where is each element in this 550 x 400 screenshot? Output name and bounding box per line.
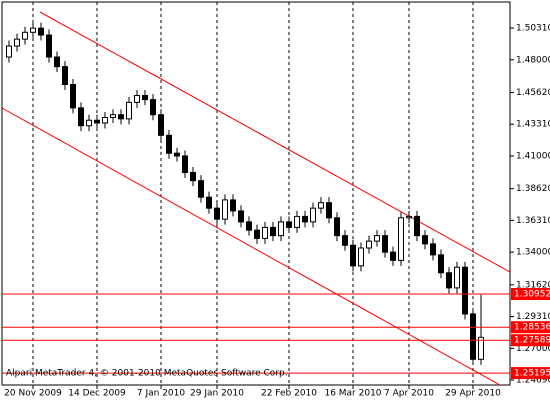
- candle-body: [14, 38, 20, 47]
- x-tick-label: 16 Mar 2010: [324, 389, 381, 399]
- axes: 1.50310 1.48000 1.45620 1.43310 1.41000 1.386…: [4, 24, 550, 399]
- candle-body: [134, 94, 140, 103]
- y-tick-label: 1.24690: [516, 376, 550, 386]
- candle-body: [446, 272, 452, 289]
- candle-body: [382, 235, 388, 253]
- candle-body: [222, 199, 228, 220]
- candle-body: [470, 313, 476, 360]
- candle-body: [142, 94, 148, 101]
- candle-body: [270, 226, 276, 237]
- candle-body: [390, 251, 396, 261]
- candle-body: [22, 31, 28, 40]
- candle-body: [294, 215, 300, 228]
- candle-body: [350, 244, 356, 267]
- candle-body: [454, 266, 460, 289]
- candle-body: [54, 56, 60, 68]
- candle-body: [318, 202, 324, 209]
- level-label-box: [511, 334, 550, 347]
- candle-body: [94, 119, 100, 124]
- candles: [2, 21, 510, 374]
- level-label-box: [511, 321, 550, 334]
- y-tick-label: 1.48000: [516, 55, 550, 65]
- x-tick-label: 29 Apr 2010: [445, 389, 501, 399]
- candle-body: [150, 99, 156, 116]
- candle-body: [422, 235, 428, 245]
- candle-body: [254, 229, 260, 239]
- candle-body: [214, 207, 220, 220]
- candle-body: [182, 155, 188, 173]
- level-label: 1.30952: [514, 290, 550, 300]
- candle-body: [286, 221, 292, 228]
- level-label: 1.27589: [514, 336, 550, 346]
- candle-body: [478, 336, 484, 360]
- candle-body: [46, 34, 52, 58]
- level-label: 1.25195: [514, 369, 550, 379]
- x-tick-label: 7 Jan 2010: [137, 389, 185, 399]
- y-tick-label: 1.29310: [516, 312, 550, 322]
- candle-body: [342, 235, 348, 246]
- candle-body: [238, 210, 244, 223]
- y-tick-label: 1.34000: [516, 248, 550, 258]
- candle-body: [110, 114, 116, 118]
- candle-body: [158, 114, 164, 136]
- level-label-box: [511, 288, 550, 301]
- candle-body: [126, 101, 132, 120]
- candle-body: [414, 215, 420, 237]
- y-tick-label: 1.27000: [516, 344, 550, 354]
- candle-body: [278, 221, 284, 237]
- y-tick-label: 1.45620: [516, 88, 550, 98]
- x-tick-label: 20 Nov 2009: [4, 389, 62, 399]
- candle-body: [30, 27, 36, 33]
- y-tick-label: 1.31620: [516, 280, 550, 290]
- plot-area: [1, 1, 511, 386]
- candle-body: [326, 202, 332, 219]
- candle-body: [398, 217, 404, 261]
- candle-body: [430, 243, 436, 256]
- level-label-box: [511, 367, 550, 380]
- channel-lower: [1, 107, 501, 386]
- candle-body: [262, 226, 268, 239]
- candle-body: [86, 119, 92, 127]
- candle-body: [190, 171, 196, 182]
- y-tick-label: 1.38620: [516, 184, 550, 194]
- candle-body: [70, 84, 76, 109]
- channel-upper: [39, 11, 511, 273]
- candle-body: [166, 134, 172, 154]
- candle-body: [206, 196, 212, 209]
- y-tick-label: 1.36310: [516, 216, 550, 226]
- footer: Alpari MetaTrader 4, © 2001-2010 MetaQuo…: [6, 369, 288, 379]
- candle-body: [246, 221, 252, 231]
- candle-body: [366, 240, 372, 249]
- candle-body: [358, 247, 364, 267]
- x-tick-label: 7 Apr 2010: [384, 389, 434, 399]
- y-tick-label: 1.41000: [516, 151, 550, 161]
- x-tick-label: 22 Feb 2010: [261, 389, 317, 399]
- x-tick-label: 14 Dec 2009: [68, 389, 126, 399]
- candle-body: [334, 217, 340, 237]
- candle-body: [438, 254, 444, 274]
- candle-body: [38, 27, 44, 36]
- candle-body: [118, 114, 124, 120]
- candle-body: [102, 116, 108, 124]
- candle-body: [462, 266, 468, 315]
- candle-body: [406, 215, 412, 219]
- level-label: 1.28536: [514, 323, 550, 333]
- candle-body: [174, 152, 180, 157]
- y-tick-label: 1.43310: [516, 120, 550, 130]
- candle-body: [374, 235, 380, 242]
- candle-body: [78, 107, 84, 127]
- candle-body: [6, 45, 12, 58]
- y-tick-label: 1.50310: [516, 24, 550, 34]
- candle-body: [310, 207, 316, 223]
- candle-body: [302, 215, 308, 223]
- candle-body: [230, 199, 236, 212]
- candle-body: [198, 180, 204, 198]
- x-tick-label: 29 Jan 2010: [190, 389, 244, 399]
- candle-body: [62, 66, 68, 86]
